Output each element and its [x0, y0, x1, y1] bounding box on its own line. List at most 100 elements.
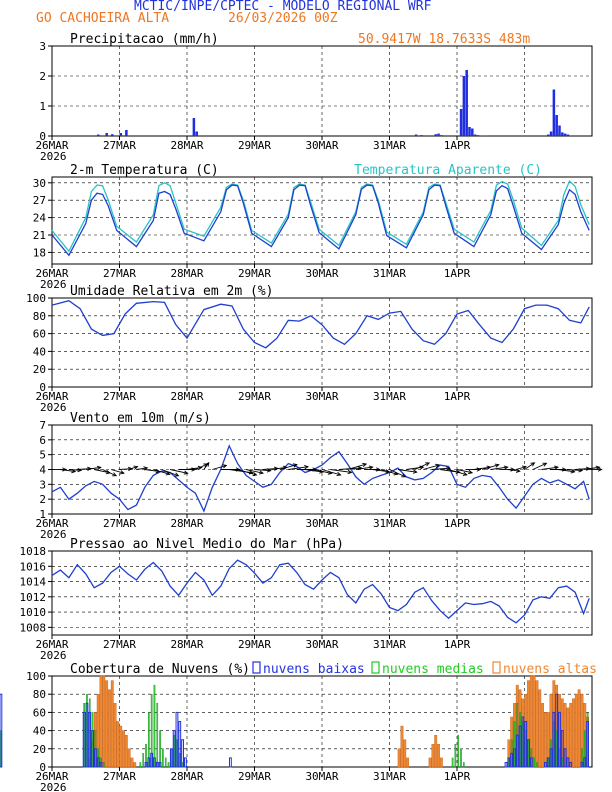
cloud-high-bar — [116, 721, 120, 768]
wind-arrow-shaft — [254, 469, 271, 472]
wind-arrow-shaft — [203, 462, 210, 470]
precip-bar — [552, 89, 556, 136]
wind-arrow-shaft — [541, 466, 559, 470]
x-tick-label: 29MAR — [238, 517, 271, 530]
wind-arrow-head — [96, 465, 102, 470]
cloud-low-bar — [560, 730, 564, 768]
cloud-mid-bar — [536, 762, 538, 768]
humidity-line — [51, 299, 590, 349]
wind-speed-line — [51, 444, 590, 513]
wind-arrow — [364, 467, 381, 472]
cloud-mid-bar — [533, 757, 535, 768]
cloud-low-bar — [150, 752, 154, 768]
cloud-high-bar — [535, 680, 539, 768]
cloud-high-bar — [122, 730, 125, 768]
x-tick-label: 1APR — [444, 267, 471, 280]
cloud-high-bar — [406, 757, 409, 768]
wind-arrow-shaft — [507, 469, 520, 472]
wind-arrow-head — [62, 467, 68, 472]
cloud-mid-bar — [139, 762, 142, 768]
x-tick-label: 31MAR — [373, 638, 406, 651]
cloud-mid-bar — [162, 748, 164, 768]
precip-bar — [482, 135, 485, 136]
wind-arrow-shaft — [347, 463, 367, 470]
cloud-low-bar — [518, 725, 522, 768]
wind-arrow-shaft — [195, 463, 208, 470]
x-year-label: 2026 — [40, 781, 67, 792]
wind-arrow — [431, 466, 451, 471]
wind-arrow-shaft — [102, 469, 117, 477]
precip-bar — [434, 134, 438, 136]
wind-arrow-head — [197, 465, 203, 471]
pressure-line — [51, 559, 590, 624]
temperature-line — [51, 184, 590, 257]
y-tick-label: 1 — [39, 100, 46, 113]
y-tick-label: 100 — [26, 292, 46, 305]
wind-arrow — [288, 465, 310, 470]
wind-arrow-shaft — [423, 464, 440, 470]
wind-arrow-shaft — [94, 469, 110, 474]
y-tick-label: 18 — [33, 246, 46, 259]
cloud-high-bar — [110, 680, 114, 768]
wind-arrow-shaft — [583, 466, 600, 470]
cloud-low-bar — [586, 721, 589, 768]
cloud-low-bar — [515, 734, 519, 768]
precip-bar — [473, 134, 477, 136]
cloud-mid-bar — [164, 757, 167, 768]
y-tick-label: 20 — [33, 363, 46, 376]
panel-wind: 1 2 34 5 6 7 26MAR 27MAR 28MAR 29MAR 30MAR 31MAR 1AP… — [35, 411, 603, 541]
panel-title: Cobertura de Nuvens (%) — [70, 662, 250, 677]
x-tick-label: 26MAR — [35, 390, 68, 403]
wind-arrow-shaft — [170, 469, 188, 474]
x-tick-label: 1APR — [444, 139, 471, 152]
legend-label: nuvens altas — [503, 662, 597, 677]
wind-arrow-shaft — [245, 469, 264, 474]
x-tick-label: 28MAR — [170, 638, 203, 651]
x-tick-label: 28MAR — [170, 139, 203, 152]
x-tick-label: 31MAR — [373, 517, 406, 530]
precip-bar — [420, 135, 423, 136]
wind-arrow — [515, 465, 527, 470]
y-tick-label: 20 — [33, 743, 46, 756]
y-tick-label: 3 — [39, 478, 46, 491]
cloud-high-bar — [403, 739, 407, 768]
wind-arrow-head — [462, 471, 468, 476]
wind-arrow-shaft — [212, 464, 227, 470]
panel-title: Vento em 10m (m/s) — [70, 411, 211, 426]
cloud-high-bar — [397, 748, 401, 768]
cloud-high-bar — [439, 757, 443, 768]
wind-arrow — [524, 462, 536, 470]
wind-arrow-head — [510, 467, 516, 472]
x-tick-label: 29MAR — [238, 638, 271, 651]
x-year-label: 2026 — [40, 649, 67, 662]
x-tick-label: 28MAR — [170, 267, 203, 280]
x-tick-label: 28MAR — [170, 390, 203, 403]
wind-arrow-shaft — [313, 469, 332, 474]
cloud-high-bar — [127, 748, 131, 768]
cloud-high-bar — [102, 675, 106, 768]
y-tick-label: 40 — [33, 725, 46, 738]
cloud-low-bar — [181, 739, 184, 768]
wind-arrow-shaft — [305, 469, 324, 473]
precip-bar — [119, 133, 123, 136]
cloud-low-bar — [96, 757, 100, 768]
y-tick-label: 7 — [39, 419, 46, 432]
wind-arrow-head — [165, 471, 171, 476]
wind-arrow-shaft — [490, 466, 508, 470]
y-tick-label: 1016 — [20, 560, 47, 573]
wind-arrow — [583, 465, 601, 470]
x-tick-label: 30MAR — [305, 517, 338, 530]
wind-arrow — [330, 469, 353, 475]
y-tick-label: 100 — [26, 670, 46, 683]
panel-precip: 0 1 2 3 26MAR 27MAR 28MAR 29MAR 30MAR 31MAR 1APR 20… — [35, 32, 593, 163]
wind-arrow-head — [292, 463, 298, 468]
cloud-low-bar — [510, 752, 514, 768]
cloud-high-bar — [543, 712, 547, 768]
precip-bar — [555, 115, 558, 136]
cloud-mid-bar — [457, 734, 460, 768]
wind-arrow-head — [401, 473, 407, 478]
wind-arrow-head — [304, 465, 310, 470]
cloud-low-bar — [543, 761, 547, 768]
legend-label: nuvens medias — [382, 662, 484, 677]
wind-arrow — [499, 467, 516, 472]
